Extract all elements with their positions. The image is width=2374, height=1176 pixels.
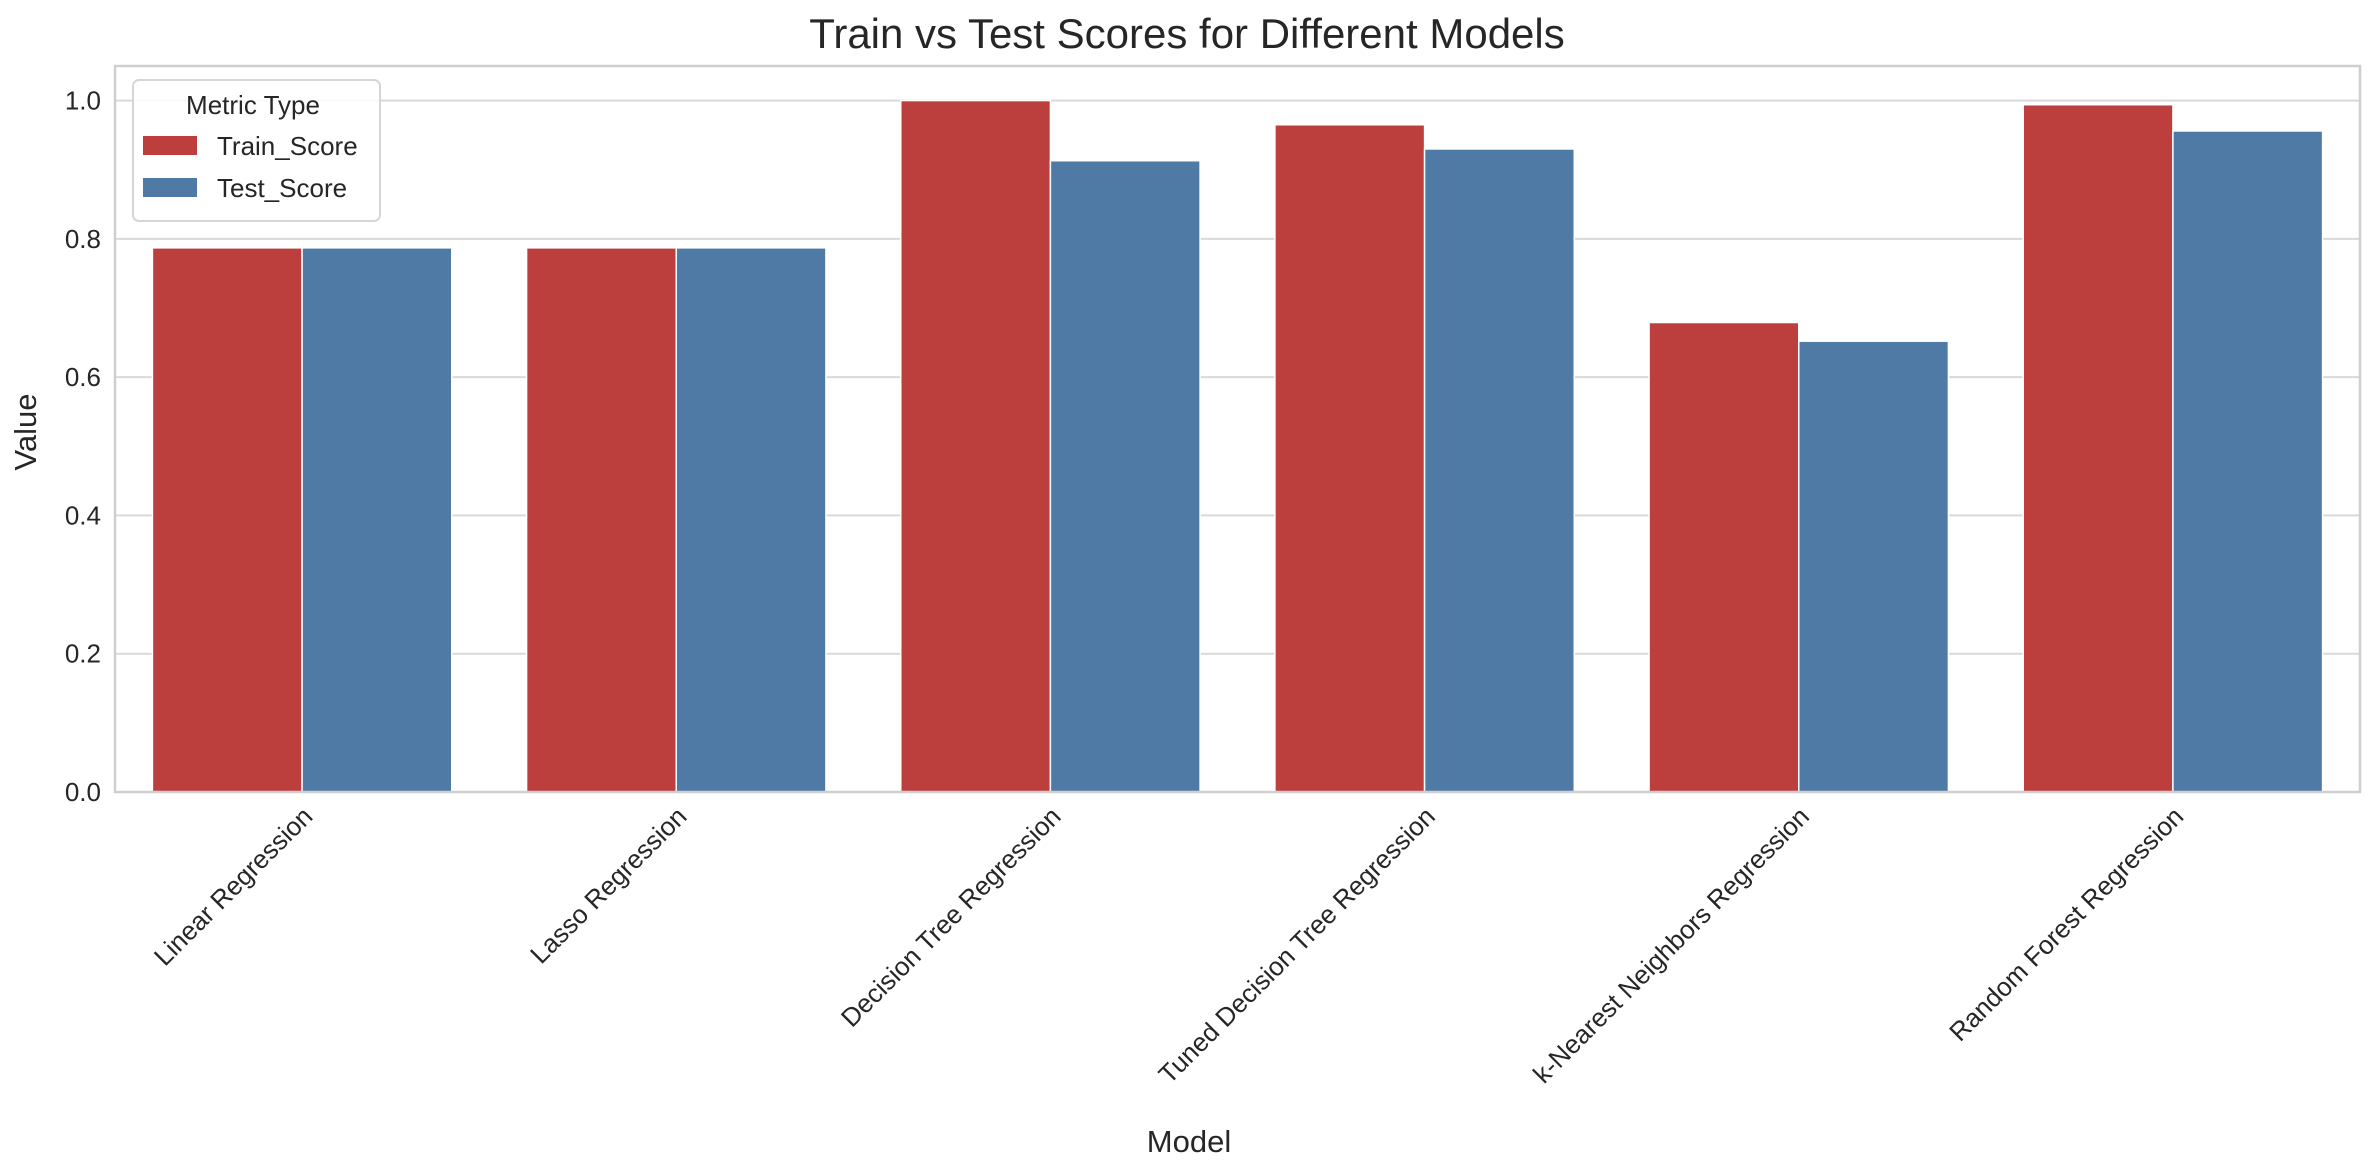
y-tick-label: 1.0 — [65, 86, 101, 116]
bar-test-score — [1423, 148, 1576, 793]
bar-test-score — [2172, 130, 2324, 793]
legend-swatch — [143, 136, 197, 155]
x-tick-label: Linear Regression — [148, 801, 318, 971]
legend-label: Test_Score — [217, 173, 347, 203]
y-tick-label: 0.8 — [65, 224, 101, 254]
x-tick-label: Random Forest Regression — [1943, 801, 2189, 1047]
chart-title: Train vs Test Scores for Different Model… — [809, 10, 1565, 57]
plot-area-frame — [113, 64, 2362, 794]
bar-train-score — [1648, 321, 1800, 793]
bar-train-score — [1274, 124, 1426, 793]
bar-train-score — [151, 247, 303, 793]
y-axis-label: Value — [8, 394, 43, 471]
x-tick-label: Tuned Decision Tree Regression — [1153, 801, 1441, 1089]
legend: Metric Type Train_Score Test_Score — [132, 79, 381, 222]
y-tick-label: 0.6 — [65, 362, 101, 392]
bar-marks — [151, 99, 2324, 793]
bar-train-score — [900, 99, 1052, 793]
bar-train-score — [2022, 103, 2174, 793]
x-axis-label: Model — [1147, 1124, 1231, 1159]
legend-swatch — [143, 178, 197, 197]
x-tick-label: Lasso Regression — [524, 801, 692, 969]
x-tick-label: k-Nearest Neighbors Regression — [1527, 801, 1815, 1089]
legend-title: Metric Type — [186, 90, 320, 120]
y-tick-labels: 0.0 0.2 0.4 0.6 0.8 1.0 — [65, 86, 101, 807]
bar-test-score — [1049, 159, 1201, 793]
x-tick-label: Decision Tree Regression — [835, 801, 1067, 1033]
x-tick-labels: Linear Regression Lasso Regression Decisio… — [148, 801, 2189, 1089]
y-tick-label: 0.2 — [65, 639, 101, 669]
bar-test-score — [301, 247, 453, 793]
bar-train-score — [525, 247, 677, 793]
bar-test-score — [1798, 340, 1950, 793]
bar-test-score — [675, 247, 827, 793]
y-tick-label: 0.4 — [65, 500, 101, 530]
y-tick-label: 0.0 — [65, 777, 101, 807]
legend-label: Train_Score — [217, 131, 358, 161]
